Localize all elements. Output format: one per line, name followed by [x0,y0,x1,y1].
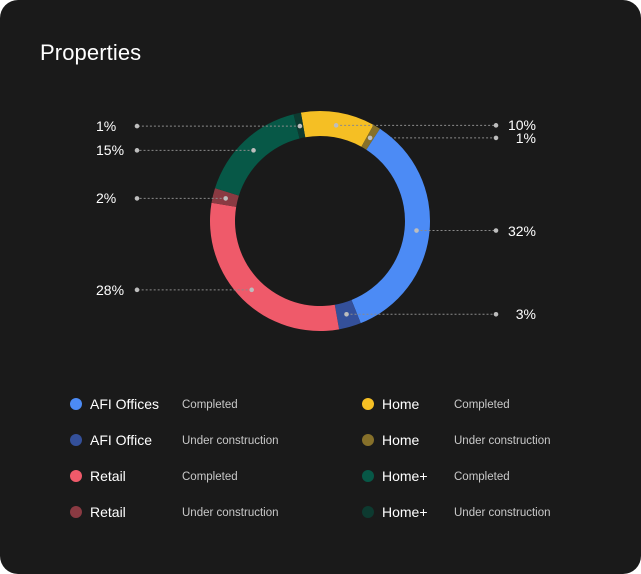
legend-name: Home+ [382,504,428,520]
donut-slice [215,114,300,196]
leader-dot [134,287,140,293]
legend-swatch [362,434,374,446]
legend-swatch [70,434,82,446]
legend-item: Home Under construction [362,430,551,450]
legend-status: Completed [182,471,238,483]
percent-label: 2% [96,190,117,207]
legend-status: Completed [454,399,510,411]
legend-item: AFI Offices Completed [70,394,238,414]
legend-swatch [70,398,82,410]
legend-name: AFI Offices [90,396,159,412]
leader-dot [134,196,140,201]
percent-label: 10% [507,117,536,134]
leader-dot [251,148,256,153]
legend-name: Home [382,432,420,448]
legend-item: Home Completed [362,394,510,414]
donut-slice [210,202,340,331]
leader-dot [249,287,254,293]
leader-dot [134,148,140,153]
percent-label: 1% [515,129,536,146]
leader-dot [134,123,140,129]
legend-name: Home+ [382,468,428,484]
leader-dot [493,123,499,128]
legend-status: Under construction [454,507,551,519]
legend-item: AFI Office Under construction [70,430,279,450]
leader-dot [493,228,499,233]
percent-label: 3% [515,306,536,323]
legend-status: Completed [454,471,510,483]
legend-item: Retail Under construction [70,502,279,522]
donut-slice [300,111,374,147]
legend-name: Home [382,396,420,412]
leader-dot [493,135,499,141]
donut-slice [351,128,430,324]
leader-dot [333,123,339,128]
legend-name: AFI Office [90,432,152,448]
card-title: Properties [40,40,142,65]
percent-label: 28% [96,281,125,298]
legend-status: Under construction [454,435,551,447]
leader-dot [367,135,373,141]
legend-status: Completed [182,399,238,411]
legend-swatch [70,506,82,518]
leader-dot [493,312,499,317]
leader-dot [414,228,419,233]
percent-label: 15% [96,142,125,159]
legend-swatch [362,506,374,518]
legend-status: Under construction [182,435,279,447]
legend-name: Retail [90,468,126,484]
legend-status: Under construction [182,507,279,519]
percent-label: 1% [96,118,117,135]
leader-dot [297,123,303,129]
leader-dot [344,312,349,317]
legend-swatch [70,470,82,482]
leader-dot [223,196,228,201]
legend-item: Home+ Under construction [362,502,551,522]
legend-item: Home+ Completed [362,466,510,486]
legend-swatch [362,398,374,410]
percent-label: 32% [507,222,536,239]
legend-name: Retail [90,504,126,520]
legend-swatch [362,470,374,482]
legend-item: Retail Completed [70,466,238,486]
